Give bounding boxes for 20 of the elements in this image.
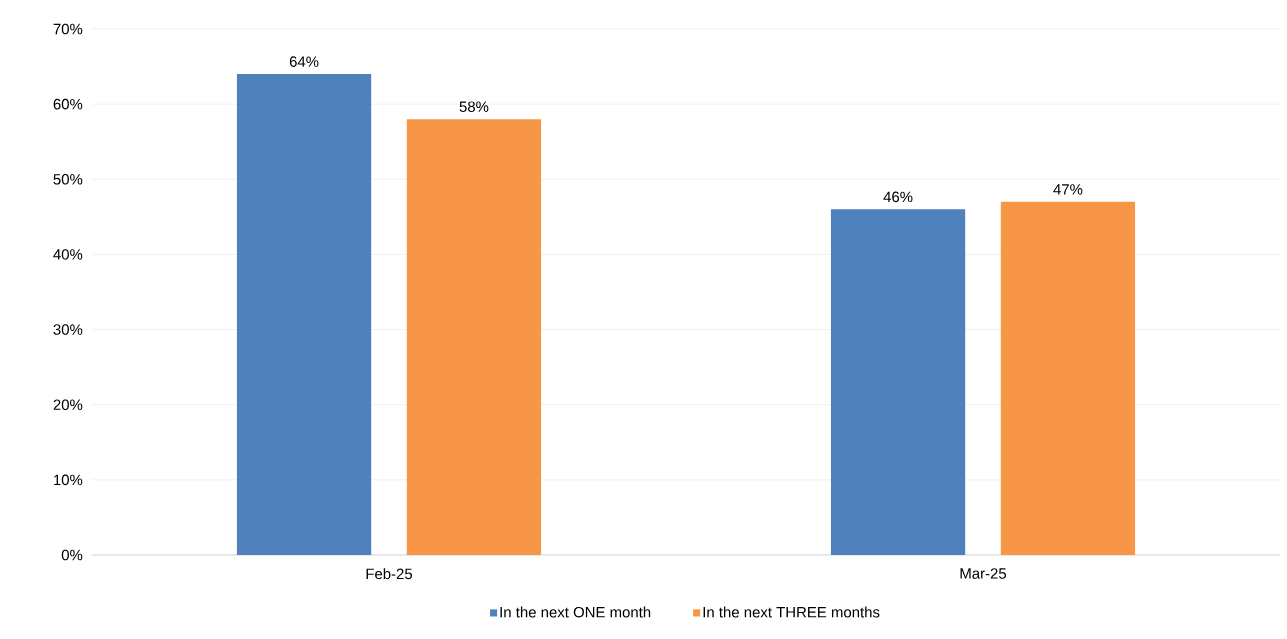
y-tick-label: 40%: [53, 249, 83, 260]
legend-label: In the next THREE months: [703, 606, 880, 618]
bar: [236, 74, 372, 555]
legend-label: In the next ONE month: [500, 606, 651, 618]
x-tick-label: Mar-25: [960, 568, 1007, 579]
x-tick-label: Feb-25: [366, 568, 413, 580]
y-tick-label: 10%: [54, 474, 83, 486]
data-label: 46%: [883, 191, 913, 203]
bar: [406, 119, 542, 555]
bar: [1000, 201, 1136, 555]
y-tick-label: 70%: [53, 23, 83, 35]
y-tick-label: 30%: [53, 324, 83, 335]
y-tick-label: 60%: [53, 98, 83, 110]
y-tick-label: 20%: [53, 399, 83, 410]
y-tick-label: 0%: [61, 549, 83, 561]
data-label: 64%: [289, 56, 319, 67]
y-tick-label: 50%: [53, 173, 83, 185]
data-label: 58%: [459, 101, 489, 112]
data-label: 47%: [1053, 184, 1083, 195]
bar: [830, 209, 966, 555]
